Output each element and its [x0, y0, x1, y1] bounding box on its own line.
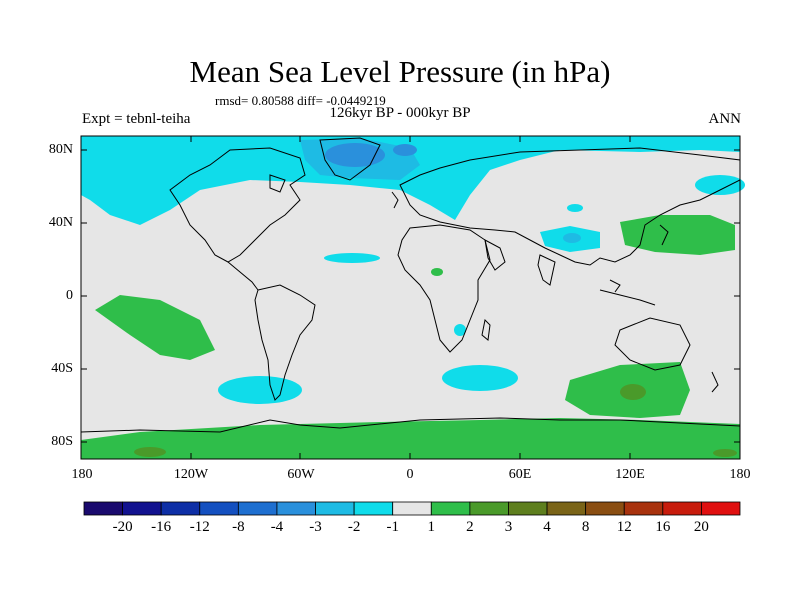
anomaly-region [454, 324, 466, 336]
colorbar-swatch [469, 501, 509, 516]
experiment-label: Expt = tebnl-teiha [82, 111, 191, 127]
anomaly-region [218, 376, 302, 404]
colorbar-label: -2 [347, 519, 361, 535]
coastline [537, 254, 556, 286]
lon-label-60e: 60E [508, 467, 532, 482]
anomaly-region [393, 144, 417, 156]
anomaly-region [325, 143, 385, 167]
colorbar-label: -8 [232, 519, 245, 535]
colorbar-swatch [701, 501, 741, 516]
lat-label-0: 0 [66, 288, 73, 303]
colorbar-swatch [623, 501, 664, 516]
lon-label-120w: 120W [173, 467, 209, 482]
colorbar-label: -12 [189, 519, 210, 535]
lon-label-120e: 120E [615, 467, 645, 482]
colorbar-swatch [546, 501, 587, 516]
colorbar-swatch [430, 501, 471, 516]
colorbar-swatch [508, 501, 548, 516]
colorbar-swatch [392, 501, 432, 516]
coastline [397, 224, 491, 353]
lon-label-0: 0 [406, 467, 414, 482]
colorbar-label: -3 [309, 519, 322, 535]
coastline [481, 318, 491, 341]
lon-label-180w: 180 [71, 467, 93, 482]
colorbar-label: 2 [466, 519, 474, 535]
colorbar-label: 3 [504, 519, 513, 535]
anomaly-region [567, 204, 583, 212]
colorbar-swatch [199, 501, 239, 516]
anomaly-region [695, 175, 745, 195]
lon-label-180e: 180 [729, 467, 751, 482]
lat-label-40n: 40N [48, 215, 73, 230]
colorbar-label: -1 [386, 519, 399, 535]
colorbar-label: 16 [655, 519, 671, 535]
colorbar-label: 4 [543, 519, 551, 535]
anomaly-region [95, 295, 215, 360]
stats-label: rmsd= 0.80588 diff= -0.0449219 [215, 93, 386, 108]
lat-label-80n: 80N [48, 142, 73, 157]
coastline [80, 417, 741, 433]
colorbar-label: 20 [693, 519, 709, 535]
anomaly-region [563, 233, 581, 243]
colorbar-swatch [83, 501, 123, 516]
colorbar-label: -16 [151, 519, 172, 535]
colorbar-swatch [160, 501, 201, 516]
colorbar-swatch [353, 501, 394, 516]
coastline [659, 224, 669, 246]
coastline [227, 261, 259, 291]
colorbar-swatch [276, 501, 316, 516]
coastline [319, 137, 381, 181]
coastline [254, 284, 316, 401]
anomaly-region [431, 268, 443, 276]
anomaly-region [620, 215, 735, 255]
colorbar-label: 8 [581, 519, 590, 535]
chart-title: Mean Sea Level Pressure (in hPa) [189, 54, 611, 89]
anomaly-region [134, 447, 166, 457]
season-label: ANN [708, 111, 742, 127]
colorbar-label: 12 [616, 519, 632, 535]
anomaly-region [713, 449, 737, 457]
coastline [169, 147, 306, 263]
lat-label-40s: 40S [51, 361, 73, 376]
anomaly-region [620, 384, 646, 400]
colorbar-swatch [315, 501, 355, 516]
lat-label-80s: 80S [51, 434, 73, 449]
lon-label-60w: 60W [287, 467, 315, 482]
colorbar-swatch [237, 501, 278, 516]
colorbar-swatch [662, 501, 702, 516]
period-label: 126kyr BP - 000kyr BP [329, 105, 471, 121]
coastline [599, 289, 656, 306]
colorbar-label: 1 [427, 519, 436, 535]
coastline [399, 147, 741, 266]
colorbar-swatch [122, 501, 162, 516]
anomaly-region [81, 418, 740, 459]
coastline [269, 174, 286, 193]
colorbar-label: -4 [270, 519, 284, 535]
anomaly-region [81, 136, 740, 225]
coastline [711, 371, 719, 393]
coastline [484, 239, 506, 271]
anomaly-region [442, 365, 518, 391]
coastline [614, 317, 691, 371]
anomaly-region [324, 253, 380, 263]
coastline [391, 191, 399, 209]
coastline [609, 279, 621, 293]
colorbar-label: -20 [112, 519, 133, 535]
colorbar-swatch [585, 501, 625, 516]
